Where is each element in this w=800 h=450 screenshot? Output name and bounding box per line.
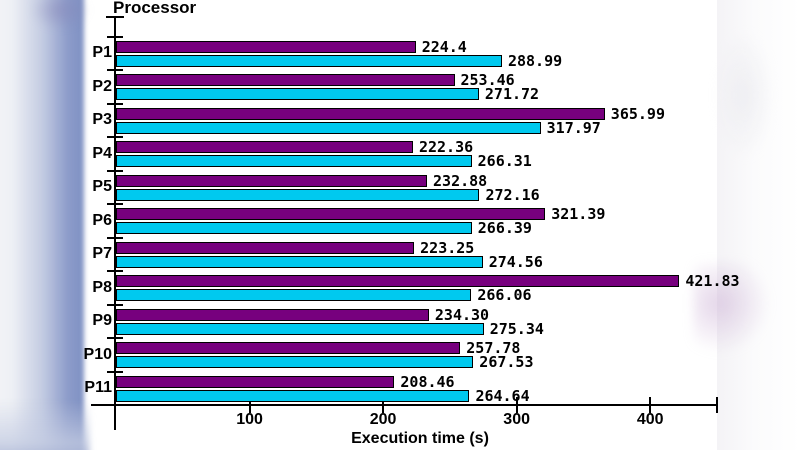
x-axis-tick-400 [649,397,652,413]
background-blur-left-bottom [0,400,90,450]
category-label-P1: P1 [92,44,112,62]
bar-P1-purple [116,40,416,53]
value-label-P2-purple: 253.46 [460,71,515,89]
value-label-P6-cyan: 266.39 [477,219,532,237]
bar-P9-purple [116,308,429,321]
value-label-P8-cyan: 266.06 [477,286,532,304]
value-label-P11-cyan: 264.64 [475,386,530,405]
bar-P3-purple [116,107,605,120]
background-blur-left-top [30,0,90,30]
y-axis-tick [107,236,123,239]
category-label-P7: P7 [92,245,112,263]
value-label-P6-purple: 321.39 [551,205,606,223]
x-axis-tick-200 [382,397,385,413]
value-label-P3-cyan: 317.97 [546,118,601,137]
bar-P11-cyan [116,389,470,402]
value-label-P1-cyan: 288.99 [507,51,563,70]
category-label-P6: P6 [92,211,112,229]
category-label-P5: P5 [92,178,112,196]
background-smudge-purple [693,262,771,354]
y-axis-tick [107,136,123,138]
y-axis-line [114,17,116,430]
value-label-P4-purple: 222.36 [418,138,474,156]
bar-P8-purple [116,275,680,287]
y-axis-tick [107,337,123,339]
category-label-P2: P2 [92,77,112,95]
y-axis-title: Processor [113,0,197,17]
value-label-P1-purple: 224.4 [421,37,467,56]
bar-P8-cyan [116,289,472,301]
bar-P9-cyan [116,322,484,335]
x-axis-tick-label-200: 200 [369,411,397,428]
y-axis-cap-tick [106,16,124,18]
bar-P11-purple [116,375,395,388]
value-label-P10-cyan: 267.53 [479,353,534,371]
y-axis-tick [107,69,123,71]
bar-P4-cyan [116,155,472,167]
category-label-P4: P4 [92,144,112,162]
value-label-P7-purple: 223.25 [420,238,475,257]
value-label-P9-purple: 234.30 [434,305,490,324]
bar-P6-cyan [116,222,472,234]
category-label-P8: P8 [92,278,112,296]
y-axis-tick [107,102,123,105]
value-label-P8-purple: 421.83 [685,272,740,290]
x-axis-title: Execution time (s) [351,430,489,447]
bar-P5-purple [116,174,428,187]
value-label-P4-cyan: 266.31 [477,152,532,170]
x-axis-tick-label-300: 300 [503,411,530,428]
category-label-P11: P11 [84,379,112,397]
x-axis-tick-label-400: 400 [636,411,664,428]
y-axis-tick [107,35,123,38]
value-label-P3-purple: 365.99 [610,104,665,123]
value-label-P11-purple: 208.46 [400,372,455,391]
y-axis-tick [107,303,123,306]
bar-P7-cyan [116,255,483,268]
y-axis-tick [107,169,123,172]
value-label-P7-cyan: 274.56 [488,252,543,271]
category-label-P3: P3 [92,111,112,129]
category-label-P10: P10 [83,345,112,363]
value-label-P5-purple: 232.88 [433,171,488,190]
value-label-P2-cyan: 271.72 [484,85,540,103]
background-smudge-gray [715,30,775,160]
x-axis-end-tick [716,397,718,413]
bar-P10-purple [116,342,461,354]
bar-P2-cyan [116,88,479,100]
x-axis-tick-300 [515,397,518,413]
background-blur-left-band [0,0,84,450]
x-axis-line [91,404,717,406]
x-axis-tick-label-100: 100 [236,411,263,428]
x-axis-tick-100 [248,397,251,413]
bar-P5-cyan [116,188,480,201]
bar-P6-purple [116,208,546,220]
bar-P2-purple [116,74,455,86]
value-label-P10-purple: 257.78 [466,339,521,357]
bar-P4-purple [116,141,413,153]
value-label-P9-cyan: 275.34 [489,319,544,338]
bar-P10-cyan [116,356,474,368]
y-axis-tick [107,270,123,272]
y-axis-tick [107,203,123,205]
value-label-P5-cyan: 272.16 [485,185,540,204]
bar-P1-cyan [116,54,502,67]
category-label-P9: P9 [92,312,112,330]
bar-P7-purple [116,241,415,254]
y-axis-tick [107,370,123,373]
bar-P3-cyan [116,121,541,134]
